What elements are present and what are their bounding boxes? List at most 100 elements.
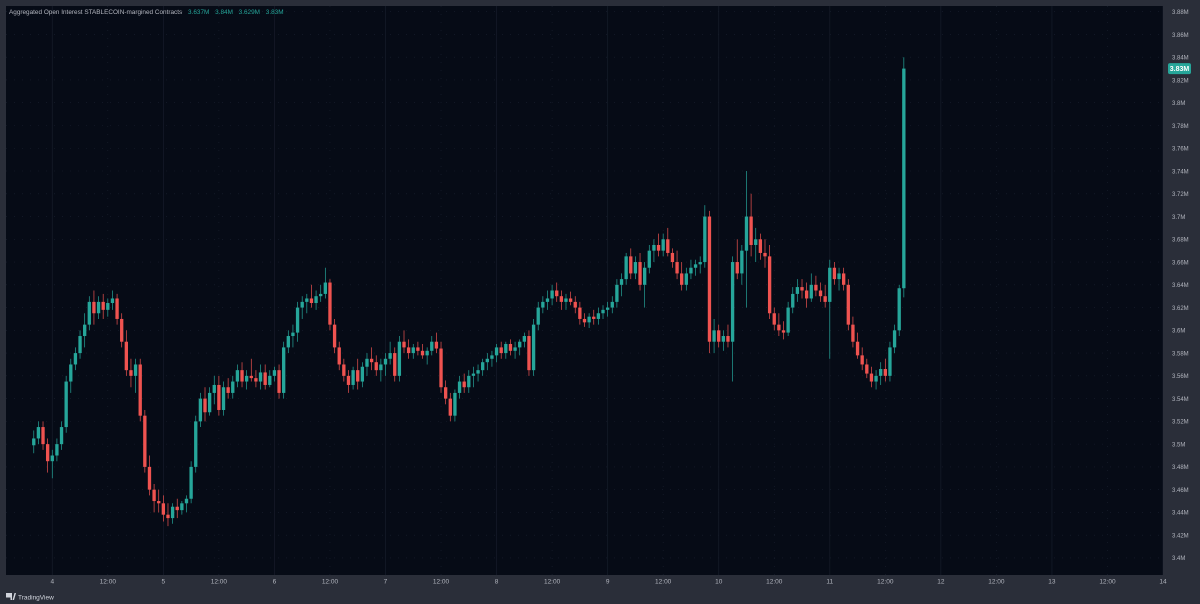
candle-body xyxy=(87,301,91,325)
candle-body xyxy=(184,498,189,504)
y-tick-label: 3.44M xyxy=(1172,511,1189,517)
candle xyxy=(286,330,290,354)
candle-body xyxy=(809,284,813,299)
candle xyxy=(707,210,712,354)
candle-body xyxy=(393,353,397,376)
candle xyxy=(388,341,392,365)
x-tick-label: 11 xyxy=(826,579,833,586)
tradingview-brand[interactable]: TradingView xyxy=(6,593,54,602)
candle-body xyxy=(888,347,892,376)
candle-body xyxy=(874,375,878,382)
candle-body xyxy=(59,427,64,445)
candle xyxy=(638,252,642,291)
candle-body xyxy=(277,370,281,393)
x-tick-label: 12:00 xyxy=(322,579,339,586)
x-tick-label: 4 xyxy=(50,579,54,586)
candle-body xyxy=(388,353,392,359)
x-tick-label: 12 xyxy=(937,579,945,586)
candle-body xyxy=(282,347,286,393)
candle xyxy=(45,438,50,473)
candle-body xyxy=(346,375,351,385)
candle-body xyxy=(198,398,203,422)
candle-body xyxy=(527,336,531,371)
candle xyxy=(467,370,471,393)
legend: Aggregated Open Interest STABLECOIN-marg… xyxy=(9,9,284,16)
candle xyxy=(522,332,527,348)
candle-body xyxy=(869,373,874,382)
candle-body xyxy=(767,256,772,314)
candle xyxy=(420,343,425,359)
candle-body xyxy=(781,330,786,333)
candle xyxy=(87,296,91,331)
candle-body xyxy=(721,336,726,342)
candle-body xyxy=(221,387,226,410)
candle-body xyxy=(268,375,272,385)
candle-body xyxy=(443,387,448,399)
candle-body xyxy=(652,244,656,251)
candle-body xyxy=(254,378,258,382)
candle xyxy=(892,324,897,354)
candle-body xyxy=(717,330,721,342)
candle-body xyxy=(786,307,790,333)
candle xyxy=(633,256,638,280)
candle xyxy=(754,227,758,263)
candle-body xyxy=(892,330,897,348)
candle xyxy=(291,324,295,348)
candle xyxy=(314,290,318,310)
y-tick-label: 3.66M xyxy=(1172,260,1189,266)
candle xyxy=(110,290,115,310)
candle xyxy=(194,415,198,473)
candle-body xyxy=(342,364,346,376)
candle xyxy=(282,341,286,399)
candle-body xyxy=(860,355,864,365)
candle-body xyxy=(430,341,434,351)
candle-body xyxy=(73,353,78,365)
candle xyxy=(240,362,244,388)
candle xyxy=(629,248,633,280)
candle-body xyxy=(661,239,665,251)
candle xyxy=(277,364,281,399)
candle xyxy=(254,370,258,388)
candle xyxy=(235,364,240,388)
candle xyxy=(666,227,670,257)
candle xyxy=(763,239,767,268)
candle-body xyxy=(157,501,161,504)
candle-body xyxy=(564,298,568,302)
candle-body xyxy=(740,250,744,274)
price-axis[interactable]: 3.88M 3.86M 3.84M 3.82M 3.8M 3.78M 3.76M 3.74M 3… xyxy=(1172,10,1189,562)
candle xyxy=(735,239,739,280)
candle-body xyxy=(101,301,105,310)
candle-body xyxy=(610,301,614,308)
time-axis[interactable]: 4 12:00 5 12:00 6 12:00 7 12:00 8 12:00 9 12:00 10 12… xyxy=(50,579,1167,586)
candle xyxy=(504,341,508,359)
candle xyxy=(231,375,235,399)
candle-body xyxy=(41,427,45,445)
candle-body xyxy=(328,282,332,325)
candle-body xyxy=(175,506,179,511)
candle-body xyxy=(69,364,73,382)
y-tick-label: 3.68M xyxy=(1172,238,1189,244)
candle xyxy=(416,341,420,356)
y-tick-label: 3.56M xyxy=(1172,374,1189,380)
candle xyxy=(226,378,230,399)
candle xyxy=(624,252,628,285)
candle-body xyxy=(670,252,675,263)
candle xyxy=(133,358,138,393)
candle-body xyxy=(448,398,452,416)
candle xyxy=(120,313,124,348)
x-tick-label: 10 xyxy=(715,579,723,586)
candle-body xyxy=(96,301,101,314)
series-title: Aggregated Open Interest STABLECOIN-marg… xyxy=(9,9,182,16)
candle xyxy=(823,284,827,308)
candle-body xyxy=(319,293,323,297)
candle-body xyxy=(642,267,647,285)
candle xyxy=(152,483,156,513)
candle xyxy=(851,316,855,348)
candle-body xyxy=(147,466,152,490)
candle xyxy=(393,347,397,382)
candle-body xyxy=(212,384,216,393)
candle xyxy=(527,330,531,376)
candle xyxy=(249,358,253,382)
candle-body xyxy=(536,307,540,325)
